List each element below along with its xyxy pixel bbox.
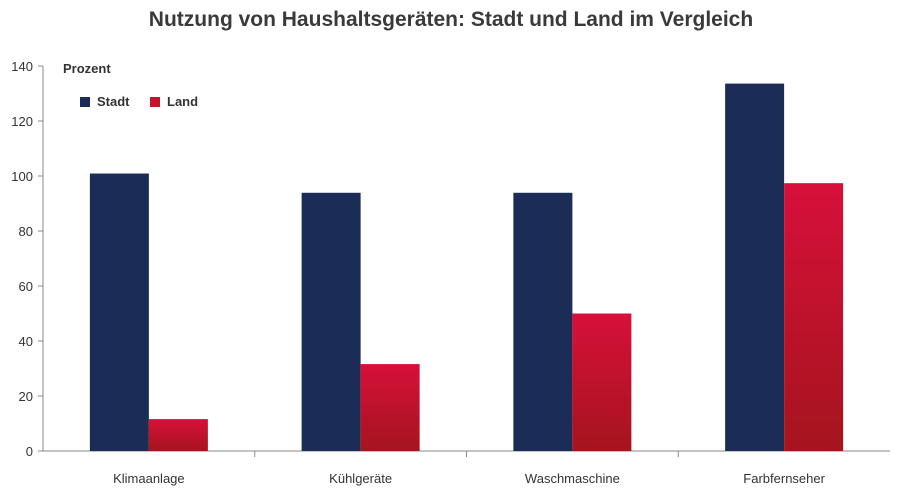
y-tick-label: 40 xyxy=(19,334,33,349)
x-tick-label: Klimaanlage xyxy=(113,471,185,486)
chart-title: Nutzung von Haushaltsgeräten: Stadt und … xyxy=(148,8,754,31)
y-tick-label: 60 xyxy=(19,279,33,294)
legend-label-stadt: Stadt xyxy=(97,94,130,109)
y-tick-label: 140 xyxy=(11,59,33,74)
bars xyxy=(89,83,844,451)
legend-swatch-stadt xyxy=(80,97,90,107)
bar-stadt-waschmaschine xyxy=(513,192,573,451)
y-tick-label: 80 xyxy=(19,224,33,239)
y-tick-label: 120 xyxy=(11,114,33,129)
bar-land-farbfernseher xyxy=(784,183,844,451)
x-tick-label: Kühlgeräte xyxy=(329,471,392,486)
y-tick-label: 0 xyxy=(26,444,33,459)
y-tick-label: 100 xyxy=(11,169,33,184)
bar-stadt-kühlgeräte xyxy=(301,192,361,451)
legend: Stadt Land xyxy=(80,94,198,109)
bar-land-waschmaschine xyxy=(572,313,632,451)
legend-swatch-land xyxy=(150,97,160,107)
bar-land-kühlgeräte xyxy=(360,364,420,451)
x-tick-label: Waschmaschine xyxy=(525,471,620,486)
bar-land-klimaanlage xyxy=(148,419,208,451)
bar-stadt-klimaanlage xyxy=(89,173,149,451)
x-tick-label: Farbfernseher xyxy=(743,471,825,486)
legend-label-land: Land xyxy=(167,94,198,109)
y-axis-label: Prozent xyxy=(63,61,111,76)
bar-stadt-farbfernseher xyxy=(725,83,785,451)
y-tick-label: 20 xyxy=(19,389,33,404)
axes: 0 20 40 60 80 100 120 140 Klimaanlage Kühlgeräte W… xyxy=(11,59,890,486)
